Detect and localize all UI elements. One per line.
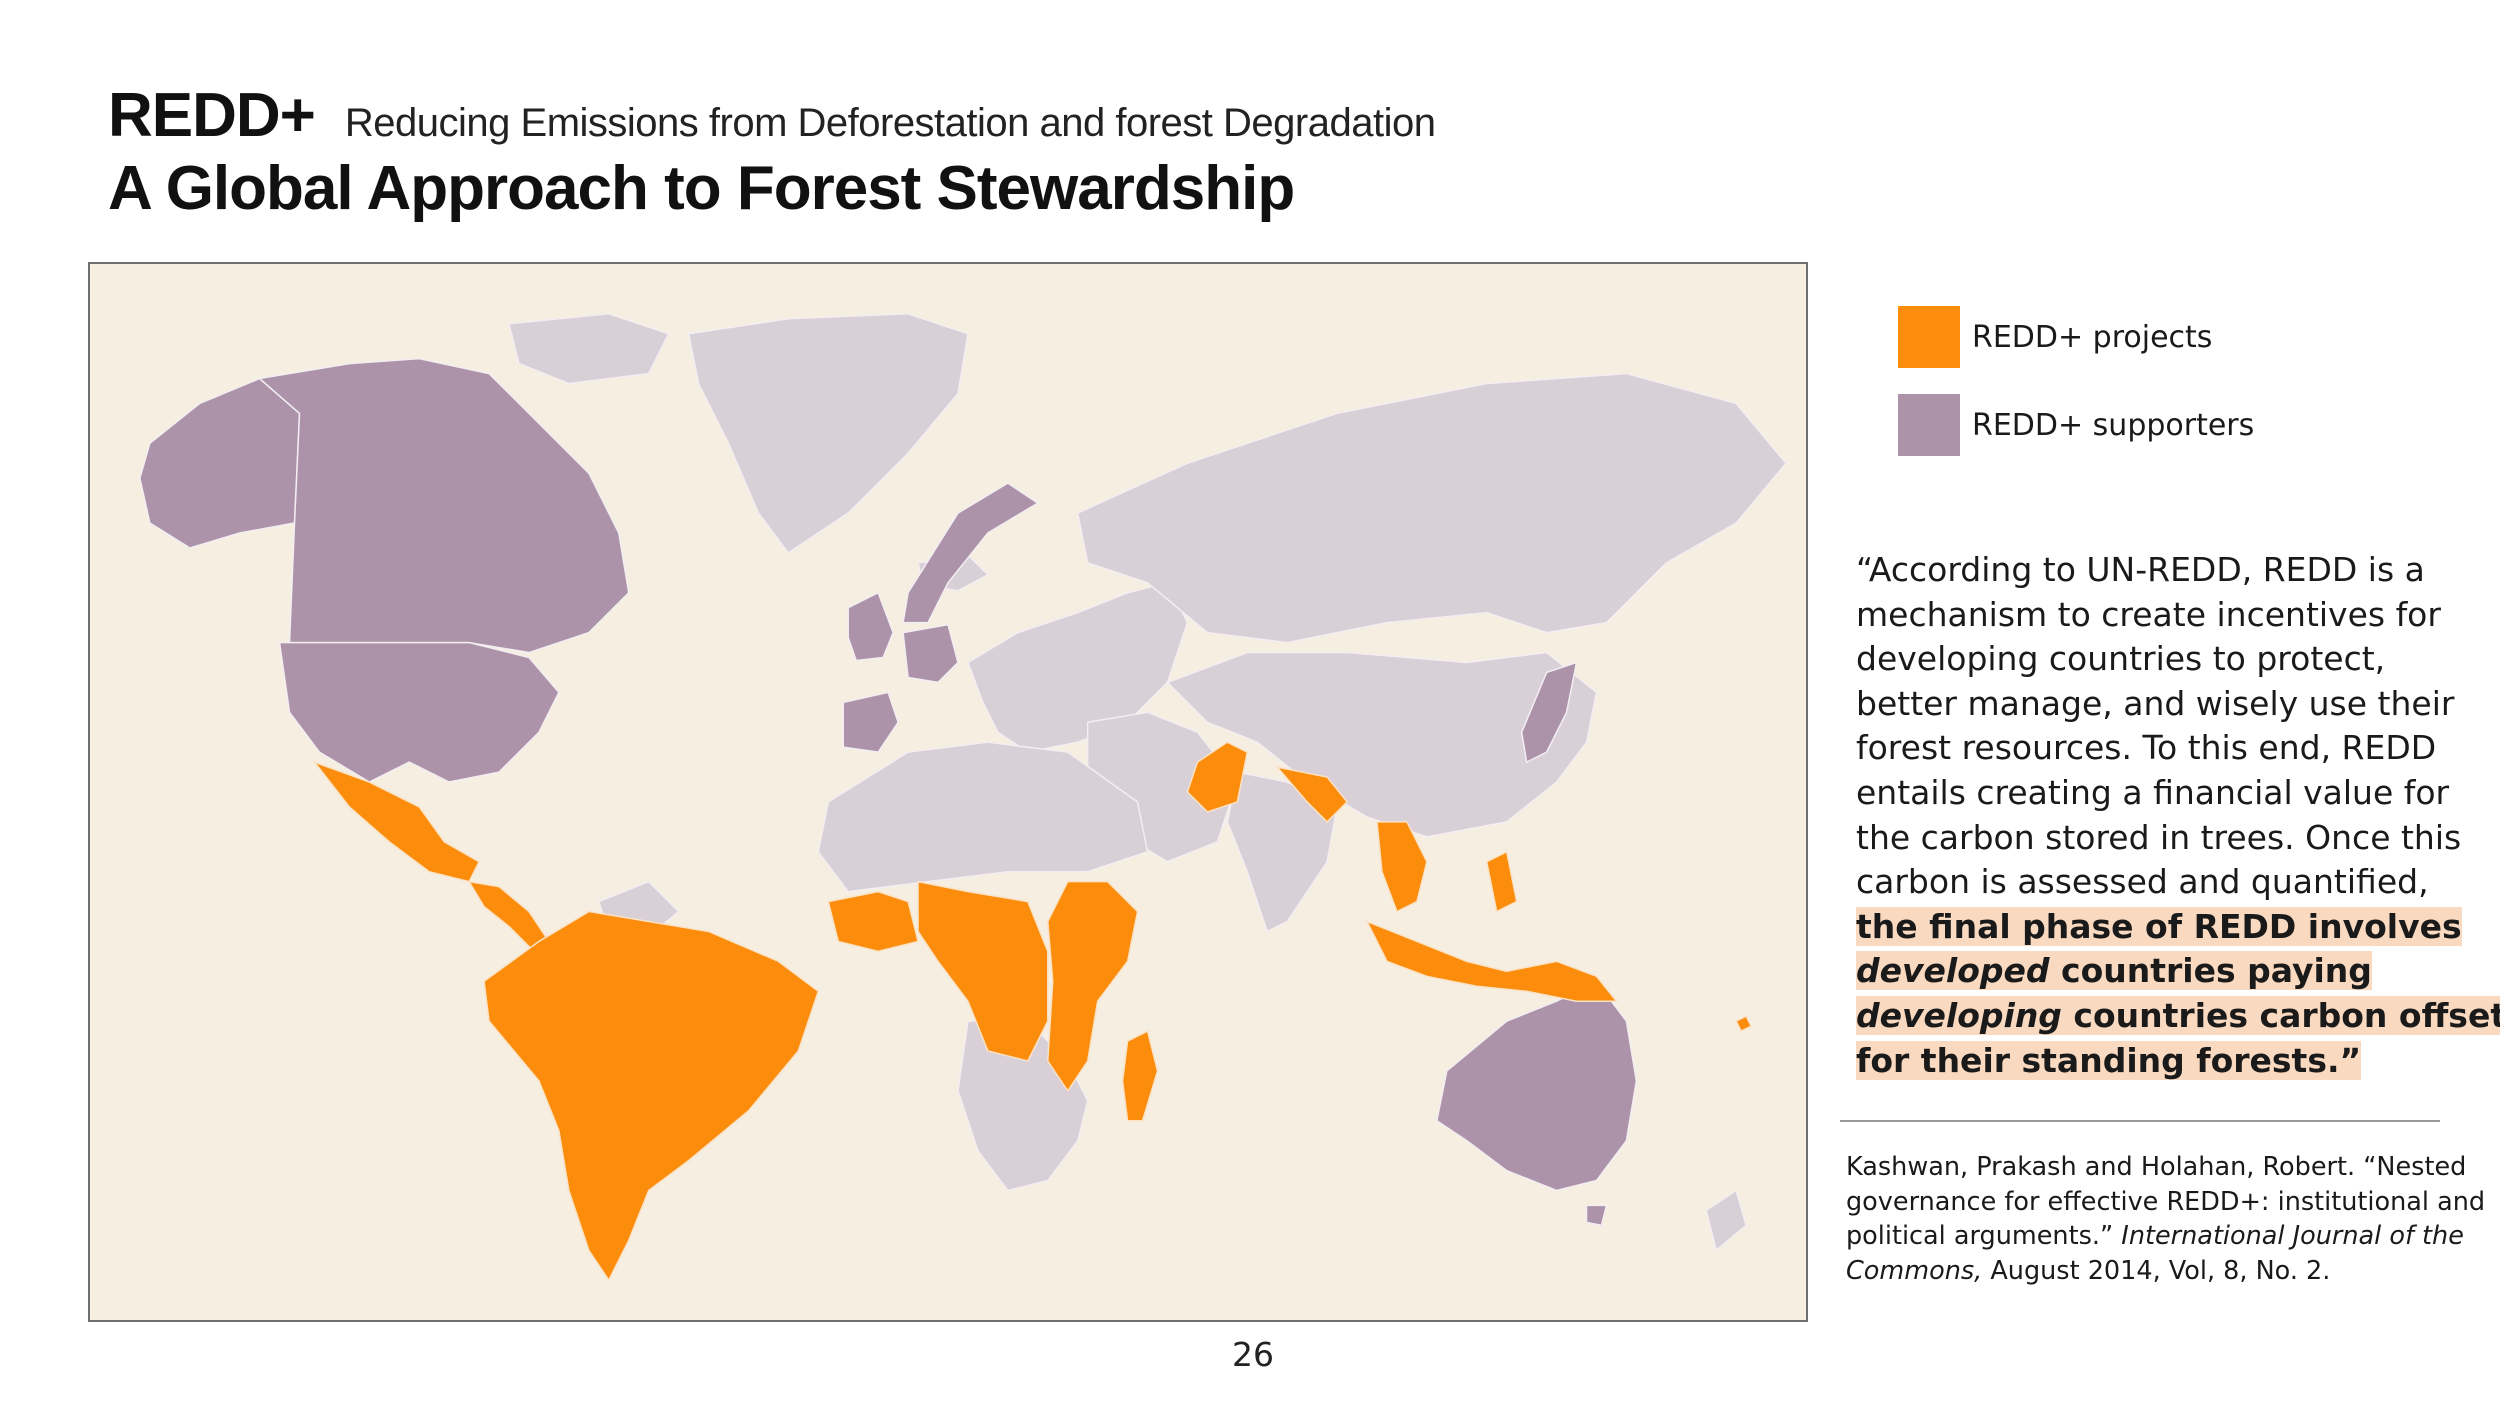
legend-label-projects: REDD+ projects: [1972, 319, 2213, 355]
quote-line: carbon is assessed and quantified,: [1856, 862, 2429, 902]
world-map-svg: [139, 313, 1788, 1282]
citation: Kashwan, Prakash and Holahan, Robert. “N…: [1846, 1150, 2486, 1289]
supporters-layer: [139, 357, 1638, 1227]
region-mexico: [312, 760, 481, 883]
region-alaska: [139, 377, 301, 549]
legend-swatch-projects: [1898, 306, 1960, 368]
region-southeast-asia: [1376, 821, 1428, 913]
legend-item-supporters: REDD+ supporters: [1898, 394, 2254, 456]
quote-emphasis: developing: [1856, 995, 2062, 1035]
region-new-zealand: [1705, 1189, 1747, 1252]
region-central-america: [467, 880, 550, 953]
quote-line: forest resources. To this end, REDD: [1856, 728, 2437, 768]
quote-line: mechanism to create incentives for: [1856, 594, 2441, 634]
quote-highlight-rest: countries carbon offsets: [2061, 995, 2500, 1035]
region-pakistan: [1186, 741, 1249, 813]
quote-highlight-line: the final phase of REDD involves: [1856, 905, 2476, 950]
quote-highlight-rest: countries paying: [2049, 951, 2372, 991]
region-nepal-bangladesh: [1275, 765, 1349, 823]
redd-quote: “According to UN-REDD, REDD is a mechani…: [1856, 548, 2500, 1084]
region-australia: [1436, 980, 1638, 1192]
quote-highlight-line: for their standing forests.”: [1856, 1039, 2476, 1084]
other-land-layer: [268, 313, 1788, 1253]
quote-highlight-text: developing countries carbon offsets: [1856, 995, 2500, 1035]
region-south-america: [483, 910, 820, 1282]
region-central-africa: [917, 880, 1049, 1062]
projects-layer: [312, 741, 1753, 1282]
citation-line: political arguments.” International Jour…: [1846, 1219, 2476, 1254]
region-china: [1166, 651, 1598, 838]
quote-line: developing countries to protect,: [1856, 639, 2386, 679]
region-indonesia: [1365, 920, 1618, 1002]
legend-swatch-supporters: [1898, 394, 1960, 456]
citation-text: political arguments.”: [1846, 1221, 2122, 1251]
region-usa: [278, 641, 560, 783]
quote-highlight-text: the final phase of REDD involves: [1856, 906, 2462, 946]
region-west-africa: [827, 890, 919, 953]
region-canada: [257, 357, 630, 654]
quote-emphasis: developed: [1856, 951, 2050, 991]
citation-text: August 2014, Vol, 8, No. 2.: [1982, 1255, 2331, 1286]
quote-highlight-line: developing countries carbon offsets: [1856, 994, 2500, 1039]
legend: REDD+ projects REDD+ supporters: [1898, 306, 2254, 482]
quote-line: “According to UN-REDD, REDD is a: [1856, 550, 2425, 589]
title-row: REDD+ Reducing Emissions from Deforestati…: [108, 80, 1436, 151]
region-tasmania: [1585, 1204, 1608, 1227]
citation-divider: [1840, 1120, 2440, 1122]
quote-highlight-text: for their standing forests.”: [1856, 1040, 2362, 1080]
region-russia: [1076, 372, 1788, 644]
quote-line: better manage, and wisely use their: [1856, 683, 2455, 723]
region-japan: [1520, 661, 1578, 764]
page-subtitle: A Global Approach to Forest Stewardship: [108, 154, 1295, 223]
region-north-africa: [817, 741, 1149, 893]
citation-journal: International Journal of the: [2121, 1221, 2464, 1251]
quote-line: entails creating a financial value for: [1856, 772, 2450, 812]
region-madagascar: [1121, 1030, 1159, 1122]
region-germany: [902, 623, 959, 684]
citation-line: Kashwan, Prakash and Holahan, Robert. “N…: [1846, 1152, 2467, 1182]
region-philippines: [1485, 850, 1518, 913]
page-number: 26: [1232, 1335, 1274, 1374]
region-greenland: [687, 313, 969, 554]
region-arctic-islands: [508, 313, 670, 385]
region-norway: [902, 482, 1040, 624]
legend-item-projects: REDD+ projects: [1898, 306, 2254, 368]
quote-line: the carbon stored in trees. Once this: [1856, 817, 2462, 857]
region-east-africa: [1047, 880, 1139, 1093]
region-uk: [847, 591, 894, 662]
citation-line: governance for effective REDD+: institut…: [1846, 1186, 2486, 1217]
citation-journal: Commons,: [1846, 1255, 1983, 1286]
world-map: [88, 262, 1808, 1322]
region-spain: [842, 691, 899, 753]
title-expansion: Reducing Emissions from Deforestation an…: [344, 101, 1436, 145]
quote-highlight-text: developed countries paying: [1856, 951, 2372, 991]
quote-highlight-line: developed countries paying: [1856, 949, 2476, 994]
legend-label-supporters: REDD+ supporters: [1972, 407, 2255, 443]
region-pacific-islands: [1735, 1015, 1753, 1033]
title-acronym: REDD+: [108, 81, 316, 150]
citation-line: Commons, August 2014, Vol, 8, No. 2.: [1846, 1254, 2476, 1289]
